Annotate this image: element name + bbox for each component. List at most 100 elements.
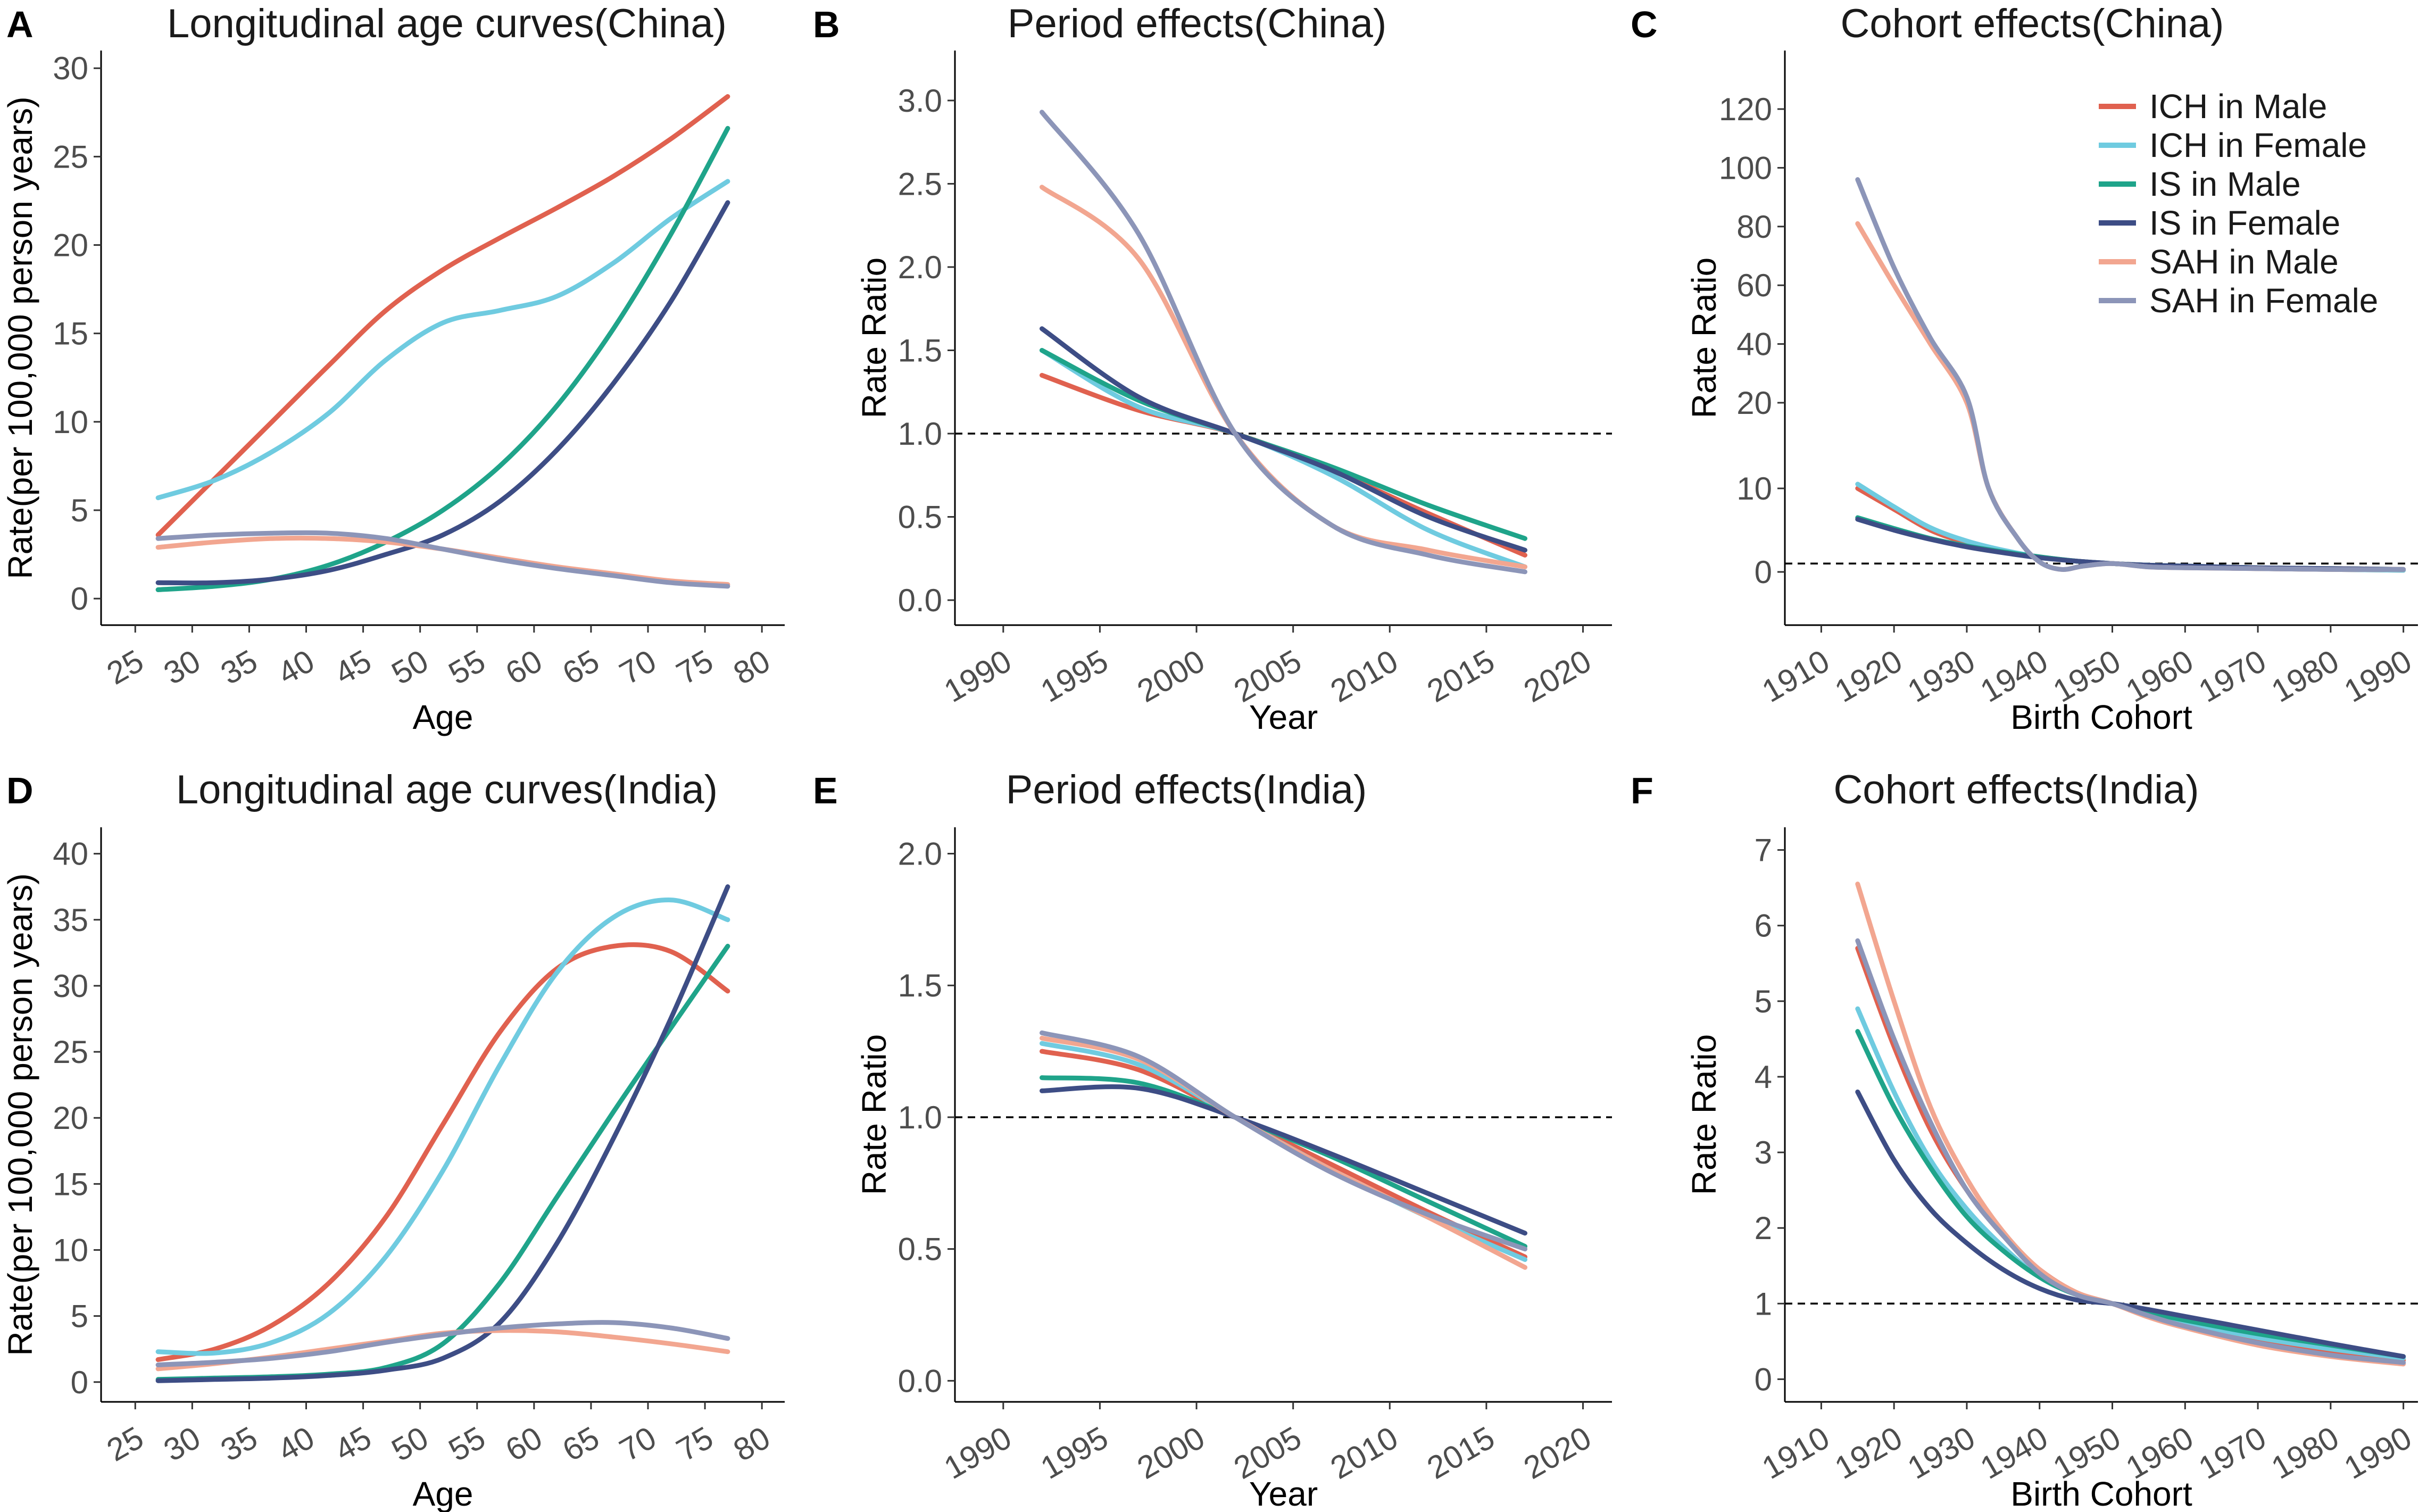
x-tick-label: 1910 xyxy=(1756,1419,1835,1486)
y-axis-title: Rate Ratio xyxy=(855,1034,893,1195)
y-tick-label: 30 xyxy=(53,968,88,1004)
y-tick-label: 1.0 xyxy=(898,1100,942,1135)
y-tick-label: 10 xyxy=(1736,471,1772,506)
y-tick-label: 15 xyxy=(53,316,88,352)
series-line-is-in-male xyxy=(155,943,730,1382)
y-tick-label: 30 xyxy=(53,51,88,86)
panel-letter: D xyxy=(6,770,34,811)
x-tick-label: 70 xyxy=(613,1419,662,1468)
y-tick-label: 2.0 xyxy=(898,250,942,285)
x-tick-label: 2015 xyxy=(1421,1419,1500,1486)
panel-letter: F xyxy=(1631,770,1653,811)
y-tick-label: 40 xyxy=(1736,327,1772,362)
x-tick-label: 1980 xyxy=(2265,643,2345,709)
panel-title: Cohort effects(China) xyxy=(1841,1,2224,46)
x-tick-label: 25 xyxy=(101,1419,149,1468)
series-line-sah-in-male xyxy=(1855,882,2406,1367)
x-tick-label: 65 xyxy=(556,643,605,691)
x-tick-label: 40 xyxy=(272,643,320,691)
x-tick-label: 30 xyxy=(158,643,206,691)
x-tick-label: 1995 xyxy=(1035,1419,1114,1486)
y-tick-label: 10 xyxy=(53,404,88,440)
y-tick-label: 0.5 xyxy=(898,500,942,535)
series-line-ich-in-male xyxy=(1855,945,2406,1363)
x-tick-label: 1995 xyxy=(1035,643,1114,709)
x-tick-label: 55 xyxy=(443,1419,491,1468)
y-tick-label: 0 xyxy=(71,581,88,617)
series-line-sah-in-male xyxy=(1040,185,1527,569)
y-tick-label: 20 xyxy=(53,1100,88,1136)
panel-d: D Longitudinal age curves(India) 0 5 10 15 20 2… xyxy=(1,767,785,1512)
x-tick-label: 1990 xyxy=(2338,1419,2417,1486)
series-line-ich-in-female xyxy=(155,179,730,501)
series-line-is-in-female xyxy=(1040,1084,1527,1236)
x-tick-label: 70 xyxy=(613,643,662,691)
y-tick-label: 35 xyxy=(53,902,88,938)
y-tick-label: 10 xyxy=(53,1232,88,1268)
y-axis-title: Rate Ratio xyxy=(1685,1034,1723,1195)
x-tick-label: 75 xyxy=(670,643,719,691)
y-tick-label: 6 xyxy=(1755,908,1772,944)
x-tick-label: 60 xyxy=(500,643,548,691)
y-axis-title: Rate Ratio xyxy=(855,257,893,418)
panel-title: Period effects(China) xyxy=(1008,1,1387,46)
x-tick-label: 1970 xyxy=(2192,1419,2272,1486)
y-tick-label: 5 xyxy=(1755,984,1772,1019)
x-tick-label: 1920 xyxy=(1829,643,1908,709)
x-tick-label: 2015 xyxy=(1421,643,1500,709)
x-tick-label: 1980 xyxy=(2265,1419,2345,1486)
x-tick-label: 2010 xyxy=(1325,1419,1404,1486)
y-tick-label: 2 xyxy=(1755,1210,1772,1246)
x-axis-title: Age xyxy=(413,698,473,736)
x-tick-label: 1930 xyxy=(1901,1419,1981,1486)
panel-letter: B xyxy=(813,4,840,45)
panel-title: Longitudinal age curves(China) xyxy=(167,1,727,46)
y-tick-label: 4 xyxy=(1755,1059,1772,1095)
series-line-ich-in-female xyxy=(1855,481,2406,573)
x-tick-label: 2010 xyxy=(1325,643,1404,709)
y-tick-label: 5 xyxy=(71,1299,88,1334)
series-line-is-in-female xyxy=(155,884,730,1383)
x-tick-label: 1990 xyxy=(938,1419,1017,1486)
x-tick-label: 2000 xyxy=(1131,1419,1210,1486)
x-tick-label: 1990 xyxy=(2338,643,2417,709)
y-tick-label: 0.0 xyxy=(898,583,942,618)
y-tick-label: 0 xyxy=(71,1365,88,1400)
series-line-is-in-male xyxy=(1040,348,1527,541)
y-tick-label: 80 xyxy=(1736,209,1772,245)
y-tick-label: 100 xyxy=(1719,150,1772,186)
x-tick-label: 75 xyxy=(670,1419,719,1468)
legend-label: SAH in Male xyxy=(2149,243,2339,281)
y-tick-label: 120 xyxy=(1719,92,1772,127)
x-tick-label: 55 xyxy=(443,643,491,691)
x-tick-label: 45 xyxy=(329,1419,377,1468)
y-tick-label: 5 xyxy=(71,493,88,528)
x-tick-label: 50 xyxy=(386,643,434,691)
y-tick-label: 2.0 xyxy=(898,836,942,872)
x-tick-label: 1910 xyxy=(1756,643,1835,709)
series-line-is-in-female xyxy=(1040,326,1527,553)
series-line-sah-in-female xyxy=(1855,938,2406,1365)
legend-label: IS in Male xyxy=(2149,165,2301,203)
x-tick-label: 35 xyxy=(215,643,263,691)
panel-letter: C xyxy=(1631,4,1658,45)
panel-title: Cohort effects(India) xyxy=(1833,767,2199,812)
x-tick-label: 1970 xyxy=(2192,643,2272,709)
y-axis-title: Rate(per 100,000 person years) xyxy=(1,96,39,579)
y-tick-label: 2.5 xyxy=(898,166,942,202)
x-tick-label: 2020 xyxy=(1518,643,1597,709)
x-tick-label: 1920 xyxy=(1829,1419,1908,1486)
panel-letter: A xyxy=(6,4,34,45)
x-tick-label: 65 xyxy=(556,1419,605,1468)
series-line-sah-in-female xyxy=(1040,1030,1527,1252)
x-axis-title: Birth Cohort xyxy=(2010,1475,2192,1512)
y-tick-label: 7 xyxy=(1755,833,1772,868)
x-axis-title: Year xyxy=(1249,1475,1318,1512)
y-tick-label: 0 xyxy=(1755,1361,1772,1397)
panel-a: A Longitudinal age curves(China) 0 5 10 15 20 2… xyxy=(1,1,785,736)
panel-letter: E xyxy=(813,770,838,811)
y-tick-label: 15 xyxy=(53,1166,88,1202)
x-tick-label: 1990 xyxy=(938,643,1017,709)
y-tick-label: 3.0 xyxy=(898,83,942,119)
x-axis-title: Age xyxy=(413,1475,473,1512)
